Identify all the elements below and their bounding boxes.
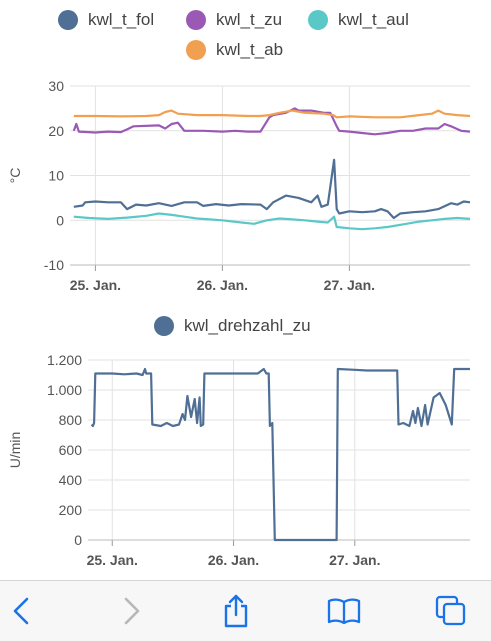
- legend-dot: [58, 10, 78, 30]
- top-legend: kwl_t_fol kwl_t_zu kwl_t_aul kwl_t_ab: [0, 8, 491, 64]
- legend-label: kwl_t_zu: [216, 10, 283, 29]
- legend-label: kwl_t_ab: [216, 40, 284, 59]
- y-tick-label: 1.200: [47, 352, 82, 368]
- legend-dot: [186, 10, 206, 30]
- series-line-kwl-t-zu: [72, 107, 471, 136]
- x-tick-label: 25. Jan.: [87, 552, 138, 568]
- y-axis-label: U/min: [7, 432, 23, 469]
- legend-item-kwl-t-zu[interactable]: kwl_t_zu: [186, 10, 282, 30]
- bookmarks-button[interactable]: [314, 581, 374, 641]
- legend-label: kwl_t_aul: [338, 10, 409, 29]
- y-tick-label: 0: [56, 212, 64, 228]
- x-tick-label: 25. Jan.: [70, 277, 121, 293]
- y-tick-label: 200: [59, 502, 83, 518]
- y-tick-label: 20: [48, 123, 64, 139]
- y-tick-label: 400: [59, 472, 83, 488]
- y-tick-label: 1.000: [47, 382, 82, 398]
- rpm-chart: 0 200 400 600 800 1.000 1.200 25. Jan. 26. Jan. 2…: [7, 352, 470, 568]
- y-tick-label: 600: [59, 442, 83, 458]
- legend-item-kwl-t-fol[interactable]: kwl_t_fol: [58, 10, 154, 30]
- legend-item-kwl-t-aul[interactable]: kwl_t_aul: [308, 10, 409, 30]
- legend-item-kwl-drehzahl-zu[interactable]: kwl_drehzahl_zu: [154, 316, 311, 336]
- forward-button[interactable]: [101, 581, 161, 641]
- series-line-kwl-t-ab: [73, 109, 471, 119]
- x-tick-label: 26. Jan.: [197, 277, 248, 293]
- series-line-kwl-t-fol: [73, 158, 471, 220]
- legend-dot: [154, 316, 174, 336]
- tabs-button[interactable]: [421, 581, 481, 641]
- x-tick-label: 27. Jan.: [324, 277, 375, 293]
- back-button[interactable]: [0, 581, 52, 641]
- temperature-chart: -10 0 10 20 30 25. Jan. 26. Jan. 27. Jan. °C: [7, 78, 471, 293]
- book-icon: [327, 598, 361, 625]
- y-tick-label: 800: [59, 412, 83, 428]
- tabs-icon: [435, 595, 466, 626]
- y-tick-label: 0: [74, 532, 82, 548]
- share-icon: [224, 594, 248, 628]
- y-tick-label: -10: [44, 257, 64, 273]
- share-button[interactable]: [206, 581, 266, 641]
- x-tick-label: 27. Jan.: [329, 552, 380, 568]
- legend-label: kwl_t_fol: [88, 10, 155, 29]
- bottom-legend: kwl_drehzahl_zu: [0, 316, 491, 340]
- legend-dot: [308, 10, 328, 30]
- legend-dot: [186, 40, 206, 60]
- x-tick-label: 26. Jan.: [208, 552, 259, 568]
- y-axis-label: °C: [7, 168, 23, 184]
- y-tick-label: 10: [48, 168, 64, 184]
- chevron-right-icon: [124, 597, 140, 625]
- legend-label: kwl_drehzahl_zu: [184, 316, 311, 335]
- series-line-kwl-drehzahl-zu: [90, 367, 470, 542]
- browser-toolbar: [0, 580, 491, 641]
- y-tick-label: 30: [48, 78, 64, 94]
- chevron-left-icon: [13, 597, 29, 625]
- legend-item-kwl-t-ab[interactable]: kwl_t_ab: [186, 40, 283, 60]
- series-line-kwl-t-aul: [73, 212, 471, 231]
